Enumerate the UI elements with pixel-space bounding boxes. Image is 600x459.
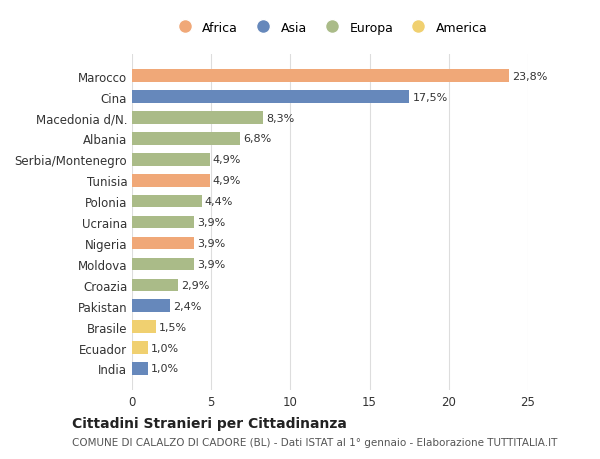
Text: 4,9%: 4,9% (213, 155, 241, 165)
Bar (132, 237, 194, 250)
Bar (132, 70, 509, 83)
Bar (132, 174, 209, 187)
Bar (132, 321, 156, 333)
Bar (132, 258, 194, 271)
Bar (132, 133, 240, 146)
Bar (132, 216, 194, 229)
Bar (132, 341, 148, 354)
Text: 2,9%: 2,9% (181, 280, 209, 290)
Text: 4,4%: 4,4% (205, 197, 233, 207)
Text: 2,4%: 2,4% (173, 301, 202, 311)
Text: 1,0%: 1,0% (151, 364, 179, 374)
Text: 3,9%: 3,9% (197, 239, 225, 248)
Legend: Africa, Asia, Europa, America: Africa, Asia, Europa, America (169, 18, 491, 38)
Text: 6,8%: 6,8% (243, 134, 271, 144)
Bar (132, 363, 148, 375)
Text: 1,0%: 1,0% (151, 343, 179, 353)
Text: 4,9%: 4,9% (213, 176, 241, 186)
Text: COMUNE DI CALALZO DI CADORE (BL) - Dati ISTAT al 1° gennaio - Elaborazione TUTTI: COMUNE DI CALALZO DI CADORE (BL) - Dati … (72, 437, 557, 447)
Bar (132, 279, 178, 291)
Text: Cittadini Stranieri per Cittadinanza: Cittadini Stranieri per Cittadinanza (72, 416, 347, 430)
Bar (132, 196, 202, 208)
Text: 1,5%: 1,5% (159, 322, 187, 332)
Text: 3,9%: 3,9% (197, 259, 225, 269)
Bar (132, 112, 263, 124)
Text: 3,9%: 3,9% (197, 218, 225, 228)
Text: 17,5%: 17,5% (412, 92, 448, 102)
Bar (132, 300, 170, 312)
Text: 8,3%: 8,3% (266, 113, 295, 123)
Text: 23,8%: 23,8% (512, 72, 548, 82)
Bar (132, 154, 209, 166)
Bar (132, 91, 409, 104)
